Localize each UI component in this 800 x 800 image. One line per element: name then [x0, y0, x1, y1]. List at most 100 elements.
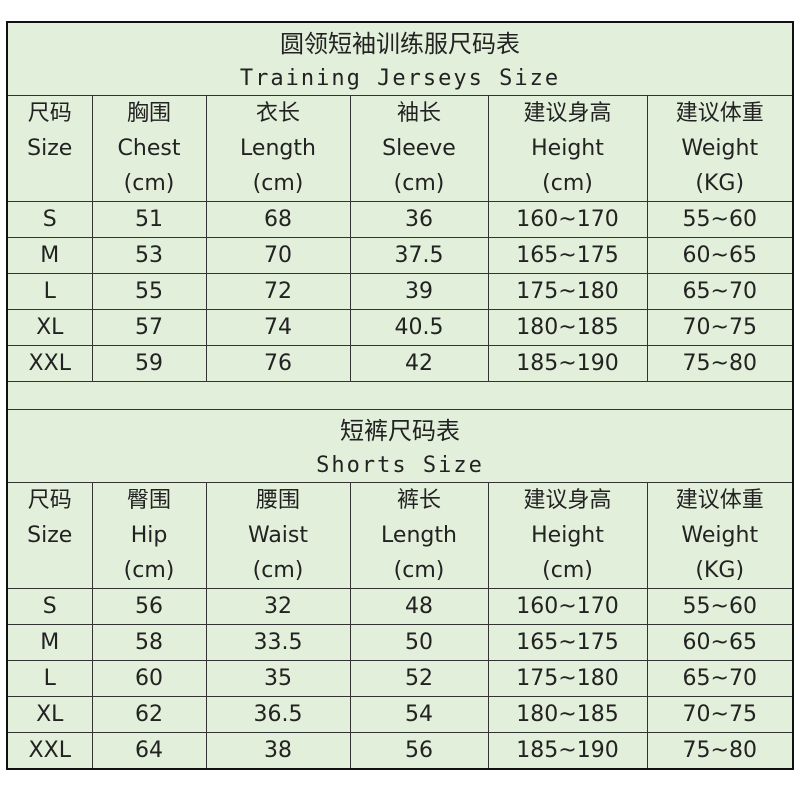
table-cell: 38	[205, 732, 351, 768]
table-cell: XXL	[8, 732, 93, 768]
header-unit	[8, 553, 92, 588]
table-row: XXL 64 38 56 185~190 75~80	[8, 732, 792, 768]
header-en: Weight	[681, 136, 759, 161]
table-cell: 53	[91, 237, 207, 274]
table-cell: 72	[205, 273, 351, 310]
header-unit: (cm)	[123, 171, 175, 196]
jerseys-title: 圆领短袖训练服尺码表 Training Jerseys Size	[8, 23, 792, 96]
table-cell: 55~60	[646, 201, 792, 238]
header-unit: (cm)	[393, 558, 445, 583]
table-cell: 185~190	[487, 345, 648, 382]
table-cell: 36	[349, 201, 489, 238]
spacer-cell	[8, 381, 792, 410]
column-header: 建议身高 Height (cm)	[487, 95, 648, 202]
header-en: Height	[531, 523, 604, 548]
table-cell: 180~185	[487, 696, 648, 733]
header-cn: 建议身高	[523, 488, 612, 513]
table-cell: 39	[349, 273, 489, 310]
shorts-title-row: 短裤尺码表 Shorts Size	[8, 409, 792, 483]
column-header: 衣长 Length (cm)	[205, 95, 351, 202]
column-header: 裤长 Length (cm)	[349, 482, 489, 589]
header-en: Waist	[247, 523, 309, 548]
jerseys-title-en: Training Jerseys Size	[239, 66, 561, 91]
header-cn: 袖长	[396, 101, 441, 126]
header-unit	[8, 166, 92, 201]
table-cell: 180~185	[487, 309, 648, 346]
spacer-row	[8, 381, 792, 410]
table-row: M 53 70 37.5 165~175 60~65	[8, 237, 792, 274]
table-cell: 70~75	[646, 696, 792, 733]
table-cell: 76	[205, 345, 351, 382]
table-cell: 55	[91, 273, 207, 310]
header-cn: 建议体重	[675, 488, 764, 513]
table-row: XXL 59 76 42 185~190 75~80	[8, 345, 792, 382]
header-en: Hip	[130, 523, 168, 548]
header-cn: 胸围	[126, 101, 171, 126]
table-cell: 160~170	[487, 588, 648, 625]
table-row: S 56 32 48 160~170 55~60	[8, 588, 792, 625]
column-header: 建议体重 Weight (KG)	[646, 95, 792, 202]
table-cell: XXL	[8, 345, 93, 382]
table-row: XL 57 74 40.5 180~185 70~75	[8, 309, 792, 346]
table-cell: 60~65	[646, 237, 792, 274]
header-en: Chest	[117, 136, 181, 161]
header-cn: 臀围	[126, 488, 171, 513]
table-cell: 65~70	[646, 273, 792, 310]
table-cell: XL	[8, 696, 93, 733]
size-chart: 圆领短袖训练服尺码表 Training Jerseys Size 尺码 Size 胸围…	[6, 21, 794, 770]
header-cn: 建议体重	[675, 101, 764, 126]
table-cell: 185~190	[487, 732, 648, 768]
table-cell: 48	[349, 588, 489, 625]
table-cell: XL	[8, 309, 93, 346]
header-unit: (cm)	[252, 171, 304, 196]
shorts-header-row: 尺码 Size 臀围 Hip (cm) 腰围 Waist (cm) 裤长 Length (cm) 建…	[8, 482, 792, 589]
column-header: 腰围 Waist (cm)	[205, 482, 351, 589]
size-table: 圆领短袖训练服尺码表 Training Jerseys Size 尺码 Size 胸围…	[8, 23, 792, 768]
table-cell: 54	[349, 696, 489, 733]
table-cell: L	[8, 273, 93, 310]
table-cell: M	[8, 237, 93, 274]
table-cell: 57	[91, 309, 207, 346]
header-unit: (cm)	[393, 171, 445, 196]
table-cell: 165~175	[487, 237, 648, 274]
shorts-title-en: Shorts Size	[316, 453, 484, 478]
table-cell: 58	[91, 624, 207, 661]
column-header: 胸围 Chest (cm)	[91, 95, 207, 202]
header-en: Length	[381, 523, 457, 548]
table-cell: 33.5	[205, 624, 351, 661]
table-cell: 36.5	[205, 696, 351, 733]
table-cell: 160~170	[487, 201, 648, 238]
table-row: L 60 35 52 175~180 65~70	[8, 660, 792, 697]
header-unit: (KG)	[695, 558, 745, 583]
column-header: 臀围 Hip (cm)	[91, 482, 207, 589]
jerseys-title-cn: 圆领短袖训练服尺码表	[280, 30, 520, 58]
header-en: Size	[27, 136, 73, 161]
table-row: XL 62 36.5 54 180~185 70~75	[8, 696, 792, 733]
table-cell: 32	[205, 588, 351, 625]
table-cell: 56	[349, 732, 489, 768]
table-row: S 51 68 36 160~170 55~60	[8, 201, 792, 238]
header-unit: (cm)	[542, 558, 593, 583]
table-cell: 75~80	[646, 345, 792, 382]
table-cell: 37.5	[349, 237, 489, 274]
table-cell: L	[8, 660, 93, 697]
table-cell: 51	[91, 201, 207, 238]
header-en: Weight	[681, 523, 759, 548]
shorts-title-cn: 短裤尺码表	[340, 417, 460, 445]
header-cn: 裤长	[396, 488, 441, 513]
table-cell: 64	[91, 732, 207, 768]
header-cn: 尺码	[27, 101, 72, 126]
column-header: 建议身高 Height (cm)	[487, 482, 648, 589]
table-cell: 60	[91, 660, 207, 697]
header-cn: 尺码	[27, 488, 72, 513]
table-cell: M	[8, 624, 93, 661]
table-cell: S	[8, 588, 93, 625]
table-cell: 62	[91, 696, 207, 733]
table-cell: 50	[349, 624, 489, 661]
column-header: 尺码 Size	[8, 95, 93, 202]
table-cell: 40.5	[349, 309, 489, 346]
column-header: 建议体重 Weight (KG)	[646, 482, 792, 589]
table-cell: 56	[91, 588, 207, 625]
header-unit: (cm)	[542, 171, 593, 196]
table-cell: 55~60	[646, 588, 792, 625]
